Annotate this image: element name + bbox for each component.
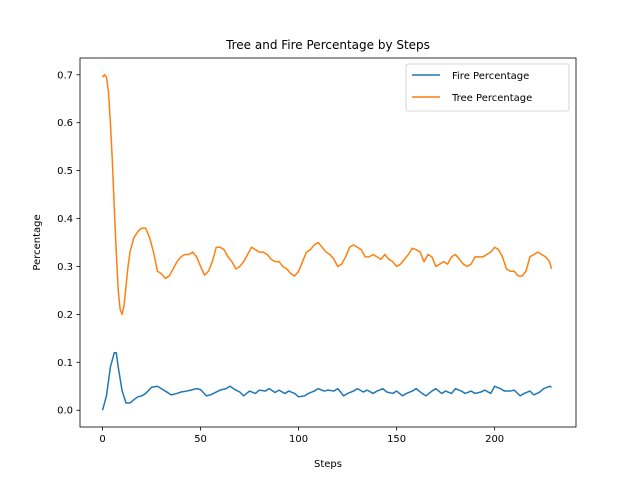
y-tick-label: 0.4 xyxy=(57,214,73,225)
series-layer xyxy=(101,74,553,411)
chart-title: Tree and Fire Percentage by Steps xyxy=(225,38,430,52)
x-tick-label: 100 xyxy=(289,434,308,445)
legend: Fire Percentage Tree Percentage xyxy=(405,63,570,112)
y-tick-label: 0.0 xyxy=(57,406,73,417)
y-tick-label: 0.3 xyxy=(57,262,73,273)
y-axis: 0.0 0.1 0.2 0.3 0.4 0.5 0.6 0.7 xyxy=(57,70,80,417)
y-tick-label: 0.2 xyxy=(57,310,73,321)
y-tick-label: 0.1 xyxy=(57,358,73,369)
y-tick-label: 0.6 xyxy=(57,118,73,129)
plot-frame xyxy=(79,57,577,428)
x-tick-label: 200 xyxy=(485,434,504,445)
legend-label-fire: Fire Percentage xyxy=(452,71,529,82)
x-tick-label: 50 xyxy=(194,434,207,445)
legend-label-tree: Tree Percentage xyxy=(451,93,532,104)
x-axis: 0 50 100 150 200 xyxy=(99,427,504,445)
series-line-tree xyxy=(101,74,553,316)
x-tick-label: 0 xyxy=(99,434,105,445)
y-tick-label: 0.7 xyxy=(57,70,73,81)
x-axis-label: Steps xyxy=(314,459,342,470)
y-axis-label: Percentage xyxy=(32,214,43,270)
x-tick-label: 150 xyxy=(387,434,406,445)
series-line-fire xyxy=(101,351,552,411)
legend-box xyxy=(405,63,570,112)
y-tick-label: 0.5 xyxy=(57,166,73,177)
